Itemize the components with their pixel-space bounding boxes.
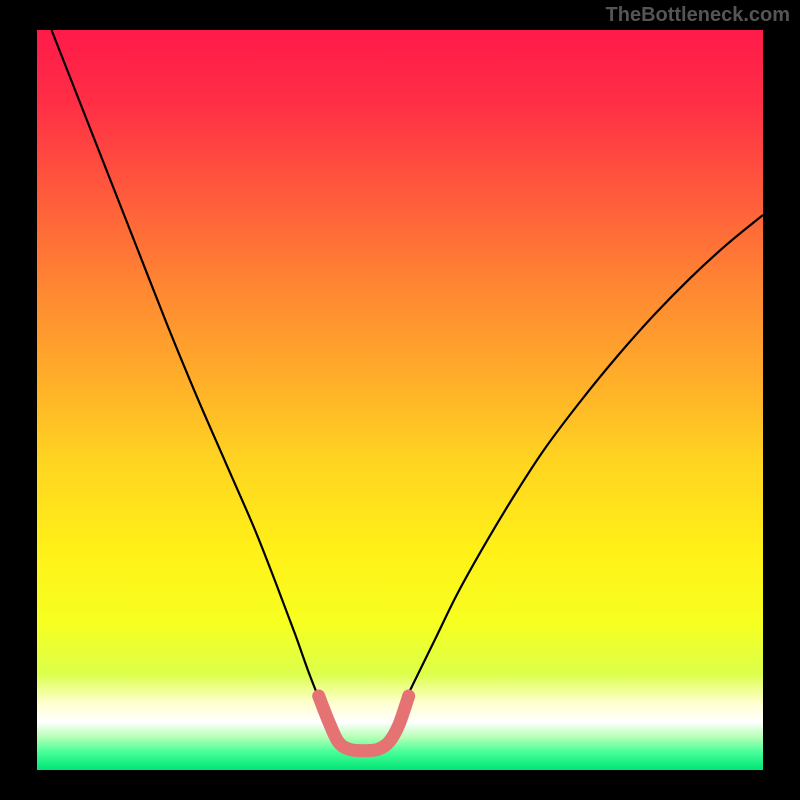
plot-area — [37, 30, 763, 770]
watermark-text: TheBottleneck.com — [606, 4, 790, 27]
chart-container: TheBottleneck.com — [0, 0, 800, 800]
gradient-background — [37, 30, 763, 770]
